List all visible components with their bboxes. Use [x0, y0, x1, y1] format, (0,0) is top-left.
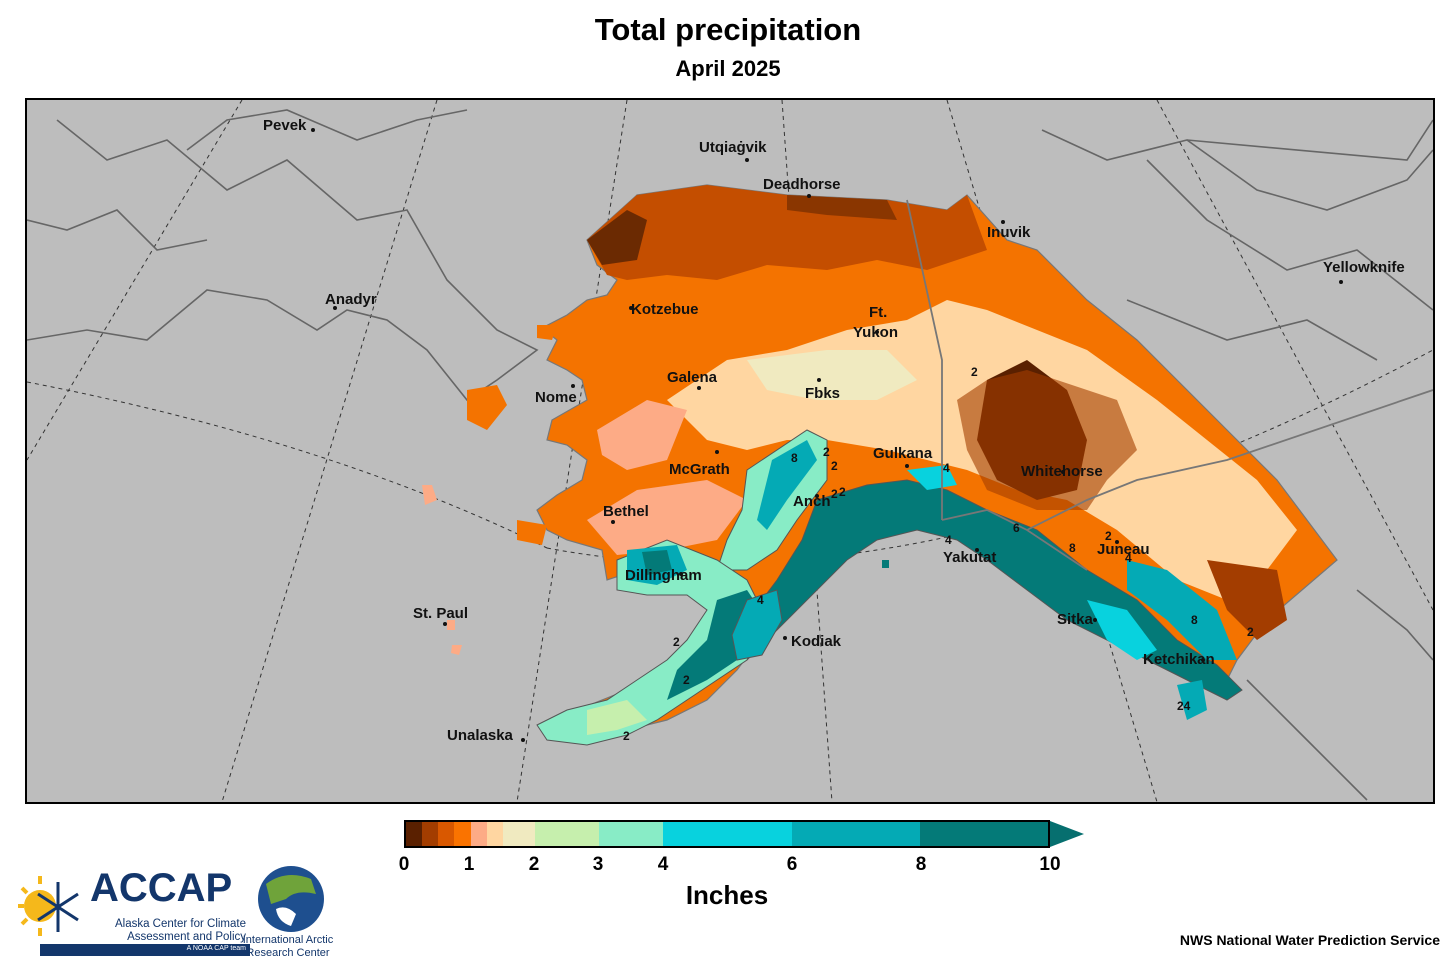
city-label-gulkana: Gulkana: [873, 445, 933, 462]
city-label-mcgrath: McGrath: [669, 461, 730, 478]
city-label-dillingham: Dillingham: [625, 567, 702, 584]
city-label-bethel: Bethel: [603, 503, 649, 520]
accap-tagline-bar: A NOAA CAP team: [40, 944, 250, 956]
contour-label: 2: [839, 485, 846, 499]
coastlines: [27, 109, 1433, 801]
contour-label: 8: [1069, 541, 1076, 555]
city-label-ftyukon-2: Yukon: [853, 324, 898, 341]
city-label-yakutat: Yakutat: [943, 549, 996, 566]
legend-swatch: [470, 822, 487, 846]
contour-label: 4: [757, 593, 764, 607]
city-label-yellowknife: Yellowknife: [1323, 259, 1405, 276]
city-markers: Pevek Utqiaġvik Deadhorse Inuvik Yellowk…: [263, 117, 1405, 744]
legend-tick-label: 2: [528, 854, 540, 875]
map-canvas: Pevek Utqiaġvik Deadhorse Inuvik Yellowk…: [27, 100, 1433, 802]
legend-swatch: [663, 822, 792, 846]
city-label-whitehorse: Whitehorse: [1021, 463, 1103, 480]
borders: [906, 199, 1433, 571]
accap-subtitle-line2: Assessment and Policy: [127, 931, 246, 943]
legend-tick-label: 4: [657, 854, 669, 875]
legend-swatch: [486, 822, 503, 846]
city-label-utqiagvik: Utqiaġvik: [699, 139, 767, 156]
accap-logo: ACCAP Alaska Center for Climate Assessme…: [10, 866, 250, 956]
iarc-logo: International Arctic Research Center: [238, 864, 358, 960]
legend-tick-label: 6: [786, 854, 798, 875]
globe-icon: [258, 866, 324, 932]
city-label-ftyukon-1: Ft.: [869, 304, 887, 321]
legend-tick-label: 1: [463, 854, 475, 875]
contour-label: 2: [971, 365, 978, 379]
contour-label: 4: [945, 533, 952, 547]
contour-label: 2: [623, 729, 630, 743]
city-label-fbks: Fbks: [805, 385, 840, 402]
city-label-ketchikan: Ketchikan: [1143, 651, 1215, 668]
city-label-stpaul: St. Paul: [413, 605, 468, 622]
legend-tick-label: 0: [398, 854, 410, 875]
legend-swatch: [598, 822, 664, 846]
contour-label: 4: [943, 461, 950, 475]
legend-tick-label: 8: [915, 854, 927, 875]
legend-tick-label: 10: [1039, 854, 1061, 875]
map-title: Total precipitation: [594, 12, 862, 47]
legend-swatch: [454, 822, 471, 846]
contour-label: 4: [1125, 551, 1132, 565]
precipitation-map: Pevek Utqiaġvik Deadhorse Inuvik Yellowk…: [25, 98, 1435, 804]
contour-label: 2: [683, 673, 690, 687]
legend-overflow-arrow: [1050, 821, 1084, 847]
legend-tick-label: 3: [592, 854, 604, 875]
city-label-juneau: Juneau: [1097, 541, 1150, 558]
sun-snowflake-icon: [18, 876, 79, 936]
contour-label: 2: [831, 459, 838, 473]
city-label-inuvik: Inuvik: [987, 224, 1031, 241]
contour-label: 2: [1247, 625, 1254, 639]
city-label-sitka: Sitka: [1057, 611, 1094, 628]
accap-tagline: A NOAA CAP team: [186, 945, 246, 952]
city-label-kodiak: Kodiak: [791, 633, 842, 650]
city-label-galena: Galena: [667, 369, 718, 386]
kodiak-island: [731, 589, 783, 661]
city-label-anadyr: Anadyr: [325, 291, 377, 308]
legend-color-bar: [404, 820, 1050, 848]
iarc-label-line1: International Arctic: [242, 934, 334, 946]
color-legend: 0 1 2 3 4 6 8 10 Inches: [399, 820, 1094, 920]
contour-label: 2: [1105, 529, 1112, 543]
map-subtitle: April 2025: [675, 56, 781, 81]
legend-swatch: [406, 822, 423, 846]
legend-swatch: [791, 822, 920, 846]
city-label-deadhorse: Deadhorse: [763, 176, 841, 193]
legend-swatch: [502, 822, 536, 846]
city-label-pevek: Pevek: [263, 117, 307, 134]
contour-label: 2: [831, 487, 838, 501]
accap-name: ACCAP: [90, 866, 233, 910]
legend-swatch: [919, 822, 1049, 846]
accap-subtitle: Alaska Center for Climate Assessment and…: [54, 918, 246, 944]
legend-unit-label: Inches: [685, 880, 769, 910]
contour-label: 6: [1013, 521, 1020, 535]
contour-labels: 2 2 2 2 4 8 2 4 6 8 2 4 8 2 4 2 2 2 24: [623, 365, 1254, 743]
contour-label: 8: [1191, 613, 1198, 627]
contour-label: 24: [1177, 699, 1191, 713]
accap-subtitle-line1: Alaska Center for Climate: [114, 918, 246, 930]
city-label-nome: Nome: [535, 389, 577, 406]
city-label-kotzebue: Kotzebue: [631, 301, 699, 318]
city-label-unalaska: Unalaska: [447, 727, 514, 744]
legend-swatch: [535, 822, 599, 846]
contour-label: 8: [791, 451, 798, 465]
iarc-label: International Arctic Research Center: [238, 934, 338, 960]
city-label-anch: Anch: [793, 493, 831, 510]
legend-swatch: [438, 822, 455, 846]
iarc-label-line2: Research Center: [246, 947, 330, 959]
contour-label: 2: [673, 635, 680, 649]
legend-swatch: [422, 822, 439, 846]
data-source: NWS National Water Prediction Service: [1179, 932, 1440, 948]
contour-label: 2: [823, 445, 830, 459]
